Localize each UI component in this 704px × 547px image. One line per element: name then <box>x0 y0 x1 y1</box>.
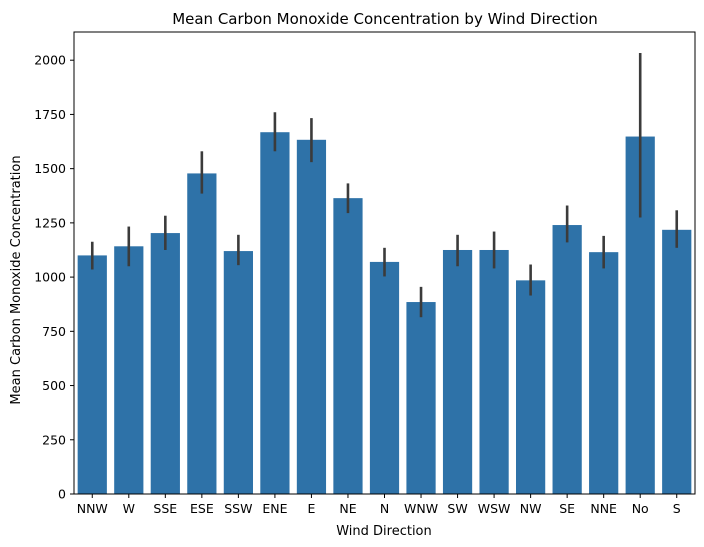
bar-w <box>114 246 144 494</box>
x-tick-label: N <box>380 501 389 516</box>
bar-sse <box>150 233 180 494</box>
x-tick-label: NNW <box>77 501 108 516</box>
x-tick-label: NE <box>339 501 356 516</box>
y-tick-label: 250 <box>42 432 66 447</box>
x-tick-label: WSW <box>478 501 511 516</box>
bar-sw <box>442 249 473 494</box>
y-tick-label: 2000 <box>34 53 66 68</box>
y-tick-label: 0 <box>58 487 66 502</box>
bar-nnw <box>77 255 107 494</box>
bar-ne <box>333 198 363 494</box>
bar-ssw <box>223 251 253 494</box>
x-tick-label: ESE <box>190 501 214 516</box>
x-tick-label: ENE <box>262 501 287 516</box>
y-tick-label: 1250 <box>34 215 66 230</box>
y-tick-label: 1750 <box>34 107 66 122</box>
bars-group <box>77 132 692 495</box>
bar-ene <box>260 132 290 495</box>
y-tick-label: 1000 <box>34 270 66 285</box>
x-tick-label: NNE <box>590 501 617 516</box>
bar-wsw <box>479 249 509 494</box>
x-tick-label: SE <box>559 501 575 516</box>
bar-nne <box>589 252 619 494</box>
x-tick-label: NW <box>520 501 542 516</box>
error-bars-group <box>90 53 679 318</box>
bar-wnw <box>406 302 436 494</box>
bar-e <box>296 139 327 495</box>
x-tick-label: SSE <box>153 501 177 516</box>
bar-nw <box>516 280 546 494</box>
x-tick-label: S <box>673 501 681 516</box>
x-tick-label: No <box>632 501 649 516</box>
x-tick-label: WNW <box>404 501 438 516</box>
y-axis: 0 250 500 750 1000 1250 1500 1750 2000 <box>34 53 74 502</box>
x-tick-label: W <box>123 501 135 516</box>
y-tick-label: 750 <box>42 324 66 339</box>
bar-se <box>552 225 582 495</box>
bar-n <box>369 261 400 494</box>
y-tick-label: 500 <box>42 378 66 393</box>
y-tick-label: 1500 <box>34 161 66 176</box>
plot-frame <box>73 31 696 495</box>
bar-ese <box>187 173 217 494</box>
y-axis-title: Mean Carbon Monoxide Concentration <box>9 155 24 404</box>
x-axis-title: Wind Direction <box>336 524 432 539</box>
bar-s <box>662 229 692 494</box>
chart-title: Mean Carbon Monoxide Concentration by Wi… <box>172 10 598 28</box>
x-tick-label: E <box>307 501 315 516</box>
x-axis: NNW W SSE ESE SSW ENE E NE N WNW SW WSW NW SE NNE No S <box>77 494 681 516</box>
x-tick-label: SSW <box>224 501 252 516</box>
x-tick-label: SW <box>447 501 467 516</box>
